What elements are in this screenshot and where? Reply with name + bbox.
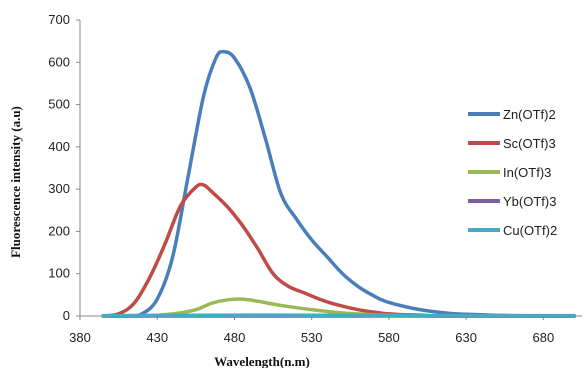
ticks-layer: 0 100 200 300 400 500 600 700 380 430 480 530 580 630…	[48, 12, 554, 345]
x-tick-label: 630	[455, 330, 477, 345]
y-tick-label: 0	[63, 308, 70, 323]
x-tick-label: 530	[301, 330, 323, 345]
y-tick-label: 200	[48, 223, 70, 238]
x-tick-label: 380	[69, 330, 91, 345]
y-axis-title: Fluorescence intensity (a.u)	[8, 106, 23, 258]
y-tick-label: 700	[48, 12, 70, 27]
y-tick-label: 600	[48, 54, 70, 69]
x-tick-label: 580	[378, 330, 400, 345]
y-tick-label: 500	[48, 97, 70, 112]
x-tick-label: 480	[224, 330, 246, 345]
y-tick-label: 300	[48, 181, 70, 196]
y-tick-label: 400	[48, 139, 70, 154]
x-axis-title: Wavelength(n.m)	[214, 354, 310, 368]
series-line-zn-otf-2	[101, 49, 577, 318]
legend-label-zn-otf-2: Zn(OTf)2	[503, 107, 556, 122]
y-tick-label: 100	[48, 266, 70, 281]
x-tick-label: 680	[533, 330, 555, 345]
legend-label-cu-otf-2: Cu(OTf)2	[503, 223, 557, 238]
series-line-in-otf-3	[101, 297, 577, 318]
series-layer	[101, 49, 577, 318]
x-tick-label: 430	[146, 330, 168, 345]
legend-label-in-otf-3: In(OTf)3	[503, 165, 551, 180]
legend-label-yb-otf-3: Yb(OTf)3	[503, 194, 556, 209]
legend-label-sc-otf-3: Sc(OTf)3	[503, 136, 556, 151]
legend: Zn(OTf)2 Sc(OTf)3 In(OTf)3 Yb(OTf)3 Cu(OTf)2	[468, 107, 557, 238]
